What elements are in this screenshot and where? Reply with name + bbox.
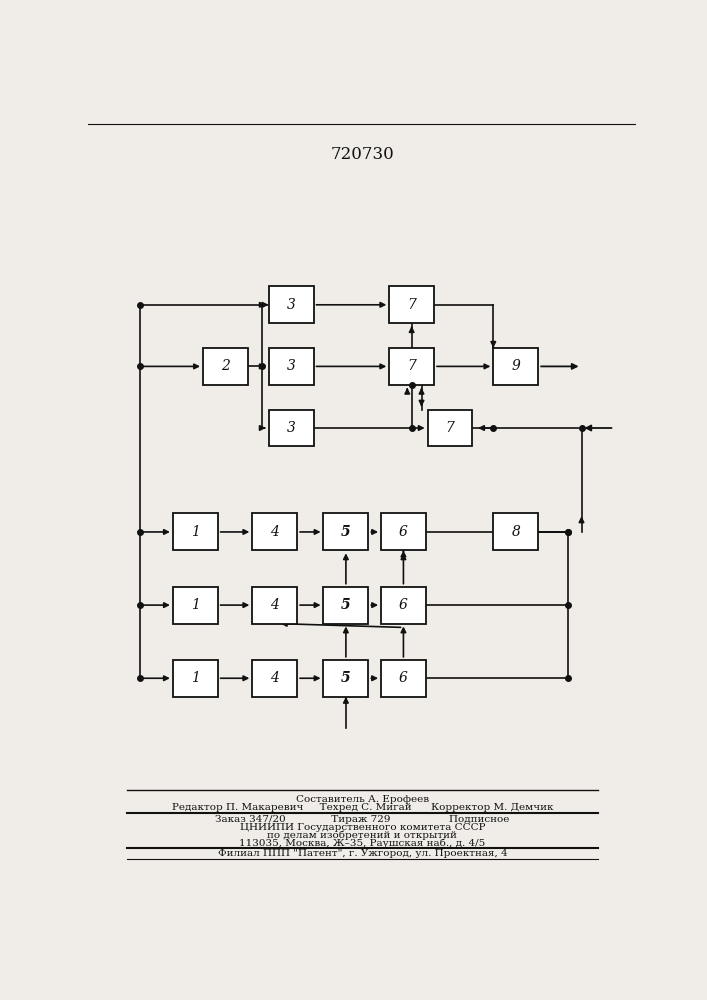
Text: 6: 6 [399,671,408,685]
Text: 113035, Москва, Ж–35, Раушская наб., д. 4/5: 113035, Москва, Ж–35, Раушская наб., д. … [239,838,486,848]
Text: 4: 4 [270,671,279,685]
Text: Филиал ППП "Патент", г. Ужгород, ул. Проектная, 4: Филиал ППП "Патент", г. Ужгород, ул. Про… [218,849,507,858]
Text: Составитель А. Ерофеев: Составитель А. Ерофеев [296,795,429,804]
Text: 4: 4 [270,525,279,539]
Text: ЦНИИПИ Государственного комитета СССР: ЦНИИПИ Государственного комитета СССР [240,823,485,832]
Text: 3: 3 [286,298,296,312]
FancyBboxPatch shape [203,348,248,385]
Text: 7: 7 [407,359,416,373]
Text: 5: 5 [341,525,351,539]
Text: 3: 3 [286,359,296,373]
Text: 7: 7 [407,298,416,312]
FancyBboxPatch shape [493,348,538,385]
Text: 720730: 720730 [330,146,395,163]
Text: Заказ 347/20              Тираж 729                  Подписное: Заказ 347/20 Тираж 729 Подписное [215,815,510,824]
FancyBboxPatch shape [389,348,434,385]
Text: 1: 1 [191,671,199,685]
FancyBboxPatch shape [323,587,368,624]
FancyBboxPatch shape [252,513,297,550]
Text: 9: 9 [511,359,520,373]
Text: 6: 6 [399,598,408,612]
Text: 1: 1 [191,598,199,612]
FancyBboxPatch shape [252,587,297,624]
FancyBboxPatch shape [381,587,426,624]
Text: 8: 8 [511,525,520,539]
FancyBboxPatch shape [493,513,538,550]
Text: 1: 1 [191,525,199,539]
FancyBboxPatch shape [269,286,314,323]
Text: 3: 3 [286,421,296,435]
FancyBboxPatch shape [323,660,368,697]
FancyBboxPatch shape [173,587,218,624]
FancyBboxPatch shape [428,410,472,446]
FancyBboxPatch shape [381,513,426,550]
Text: 4: 4 [270,598,279,612]
FancyBboxPatch shape [381,660,426,697]
Text: 2: 2 [221,359,230,373]
FancyBboxPatch shape [389,286,434,323]
FancyBboxPatch shape [173,513,218,550]
FancyBboxPatch shape [269,348,314,385]
Text: 7: 7 [445,421,455,435]
Text: 5: 5 [341,598,351,612]
Text: по делам изобретений и открытий: по делам изобретений и открытий [267,831,457,840]
Text: Редактор П. Макаревич     Техред С. Мигай      Корректор М. Демчик: Редактор П. Макаревич Техред С. Мигай Ко… [172,803,553,812]
FancyBboxPatch shape [252,660,297,697]
Text: 5: 5 [341,671,351,685]
Text: 6: 6 [399,525,408,539]
FancyBboxPatch shape [173,660,218,697]
FancyBboxPatch shape [323,513,368,550]
FancyBboxPatch shape [269,410,314,446]
